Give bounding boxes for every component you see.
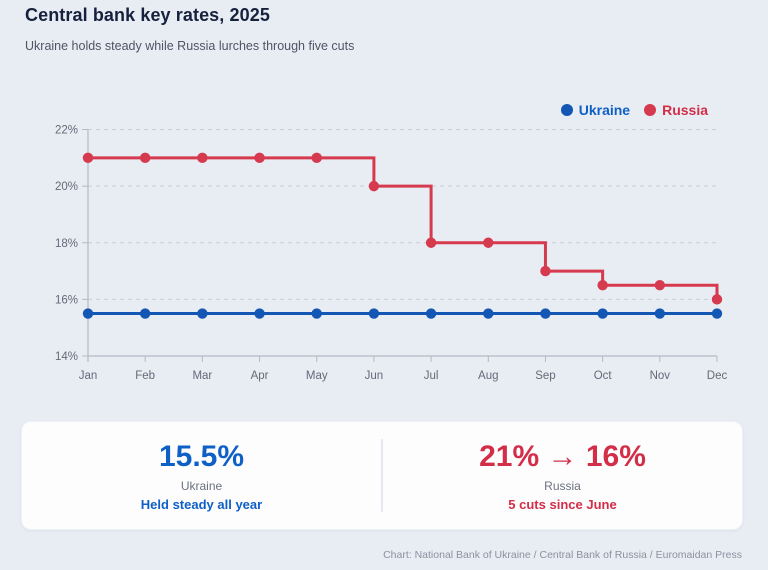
page-subtitle: Ukraine holds steady while Russia lurche… [25,39,355,53]
svg-text:Mar: Mar [192,370,212,382]
rate-step-chart: 14% 16% 18% 20% 22% Jan Feb Mar Apr May Jun Jul Aug S… [55,125,728,383]
legend-item-ukraine[interactable]: Ukraine [560,102,631,118]
svg-text:May: May [306,370,328,382]
svg-text:Aug: Aug [478,370,498,382]
ukraine-stat-value: 15.5% [158,439,245,473]
svg-text:Oct: Oct [594,370,613,382]
card-divider [381,439,383,512]
svg-text:14%: 14% [55,351,78,363]
svg-text:Jan: Jan [79,370,98,382]
svg-text:22%: 22% [55,125,78,137]
svg-text:Nov: Nov [650,370,671,382]
russia-stat-label: Russia [544,478,581,493]
chart-legend: Ukraine Russia [560,102,708,118]
svg-text:Feb: Feb [135,370,155,382]
svg-text:16%: 16% [55,294,78,306]
russia-stat-note: 5 cuts since June [508,496,617,512]
source-credit: Chart: National Bank of Ukraine / Centra… [383,549,742,561]
svg-text:Sep: Sep [535,370,555,382]
page-title: Central bank key rates, 2025 [25,5,270,25]
svg-text:Jul: Jul [424,370,439,382]
legend-label-ukraine: Ukraine [578,102,631,118]
ukraine-stat-block: 15.5% Ukraine Held steady all year [22,422,381,529]
legend-label-russia: Russia [662,102,708,118]
summary-card: 15.5% Ukraine Held steady all year 21% →… [21,421,743,530]
legend-item-russia[interactable]: Russia [644,102,708,118]
russia-dot-icon [644,104,657,116]
russia-stat-value: 21% → 16% [479,439,646,473]
russia-stat-block: 21% → 16% Russia 5 cuts since June [383,422,742,529]
svg-text:Apr: Apr [251,370,269,382]
ukraine-stat-note: Held steady all year [140,496,263,512]
svg-text:20%: 20% [55,181,78,193]
svg-text:Jun: Jun [365,370,384,382]
ukraine-dot-icon [560,104,573,116]
svg-text:18%: 18% [55,238,78,250]
ukraine-stat-label: Ukraine [180,478,223,493]
svg-text:Dec: Dec [707,370,728,382]
